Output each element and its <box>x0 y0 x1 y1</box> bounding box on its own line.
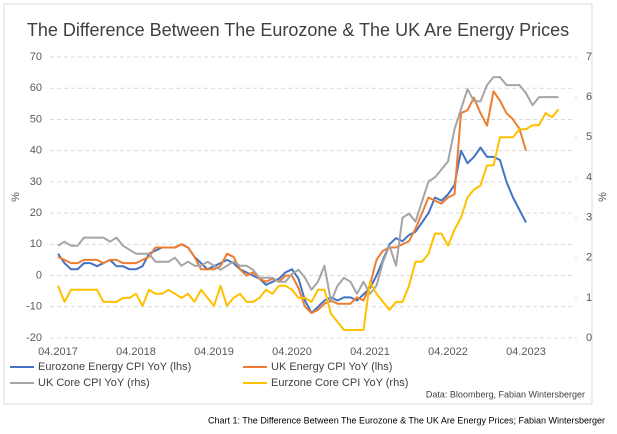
y-tick-label: 30 <box>30 176 42 188</box>
x-tick-label: 04.2022 <box>428 346 468 358</box>
y2-tick-label: 1 <box>586 292 592 304</box>
x-tick-label: 04.2020 <box>272 346 312 358</box>
series-line <box>57 76 559 303</box>
x-tick-label: 04.2017 <box>38 346 78 358</box>
y2-tick-label: 7 <box>586 51 592 63</box>
x-tick-label: 04.2021 <box>350 346 390 358</box>
x-tick-label: 04.2023 <box>506 346 546 358</box>
y2-tick-label: 0 <box>586 332 592 344</box>
legend-label: UK Energy CPI YoY (lhs) <box>271 361 392 373</box>
x-tick-label: 04.2019 <box>194 346 234 358</box>
chart-title: The Difference Between The Eurozone & Th… <box>27 20 569 40</box>
y-tick-label: 60 <box>30 82 42 94</box>
series-line <box>57 90 527 314</box>
y2-tick-label: 6 <box>586 91 592 103</box>
y-tick-label: -10 <box>26 301 42 313</box>
source: Data: Bloomberg, Fabian Wintersberger <box>426 389 585 399</box>
y-tick-label: 0 <box>36 269 42 281</box>
y-tick-label: -20 <box>26 332 42 344</box>
y-tick-label: 20 <box>30 207 42 219</box>
legend-label: UK Core CPI YoY (rhs) <box>38 377 150 389</box>
y-axis-label: % <box>10 192 22 202</box>
chart-frame <box>3 3 593 405</box>
legend-label: Eurozone Energy CPI YoY (lhs) <box>38 361 191 373</box>
y2-tick-label: 3 <box>586 211 592 223</box>
y2-axis-label: % <box>597 192 609 202</box>
y-tick-label: 10 <box>30 238 42 250</box>
y-tick-label: 50 <box>30 113 42 125</box>
series-line <box>57 108 560 331</box>
y-tick-label: 40 <box>30 145 42 157</box>
x-tick-label: 04.2018 <box>116 346 156 358</box>
y2-tick-label: 2 <box>586 252 592 264</box>
y-tick-label: 70 <box>30 51 42 63</box>
legend-label: Eurzone Core CPI YoY (rhs) <box>271 377 408 389</box>
caption: Chart 1: The Difference Between The Euro… <box>208 415 605 425</box>
y2-tick-label: 5 <box>586 131 592 143</box>
series-line <box>57 146 527 314</box>
y2-tick-label: 4 <box>586 171 592 183</box>
